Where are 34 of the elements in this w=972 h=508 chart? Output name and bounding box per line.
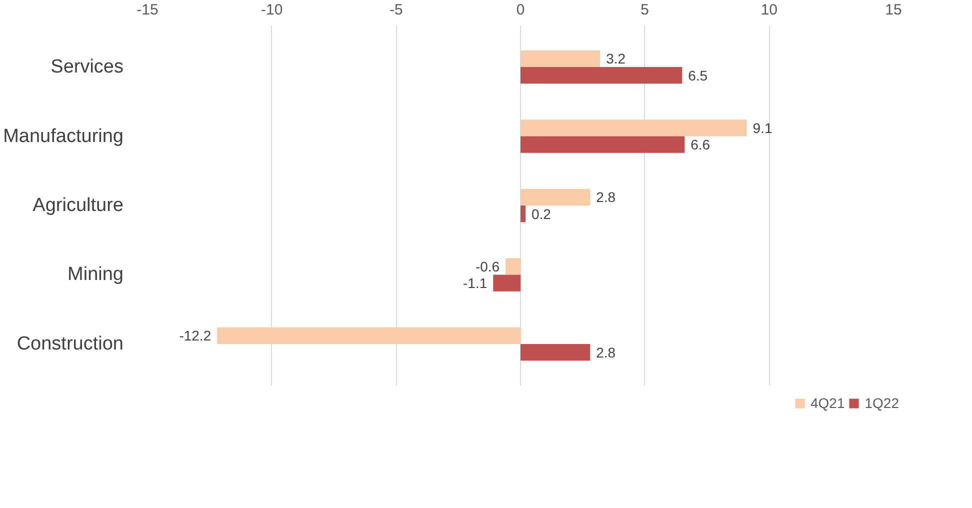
x-tick-label: -5 <box>390 2 403 18</box>
x-tick-label: 10 <box>760 2 778 18</box>
x-tick-label: 0 <box>516 2 525 18</box>
legend-label: 1Q22 <box>864 395 899 411</box>
bar <box>493 274 520 292</box>
data-label: 3.2 <box>606 50 626 67</box>
bar <box>520 344 590 361</box>
x-tick-label: 5 <box>640 2 650 18</box>
data-label: 6.5 <box>688 67 708 84</box>
y-tick-label: Mining <box>68 264 124 286</box>
bar <box>506 258 520 275</box>
y-tick-label: Agriculture <box>32 195 124 216</box>
bar <box>217 327 520 344</box>
y-tick-label: Manufacturing <box>3 126 124 147</box>
bar <box>520 188 590 206</box>
bar <box>520 50 600 68</box>
data-label: -1.1 <box>463 275 488 292</box>
bar <box>520 120 747 136</box>
data-label: 2.8 <box>596 344 616 360</box>
legend-label: 4Q21 <box>810 395 845 411</box>
bar <box>520 136 685 153</box>
x-tick-label: -10 <box>260 2 283 18</box>
x-tick-label: 15 <box>885 2 902 18</box>
data-label: 0.2 <box>531 206 552 222</box>
x-tick-label: -15 <box>136 2 158 18</box>
data-label: 6.6 <box>690 136 710 153</box>
y-tick-label: Services <box>50 56 124 78</box>
data-label: -12.2 <box>179 328 212 344</box>
data-label: 9.1 <box>752 120 772 136</box>
bar <box>520 206 526 222</box>
data-label: -0.6 <box>475 258 500 274</box>
bar <box>520 67 682 84</box>
y-tick-label: Construction <box>16 333 124 354</box>
data-label: 2.8 <box>596 189 616 206</box>
